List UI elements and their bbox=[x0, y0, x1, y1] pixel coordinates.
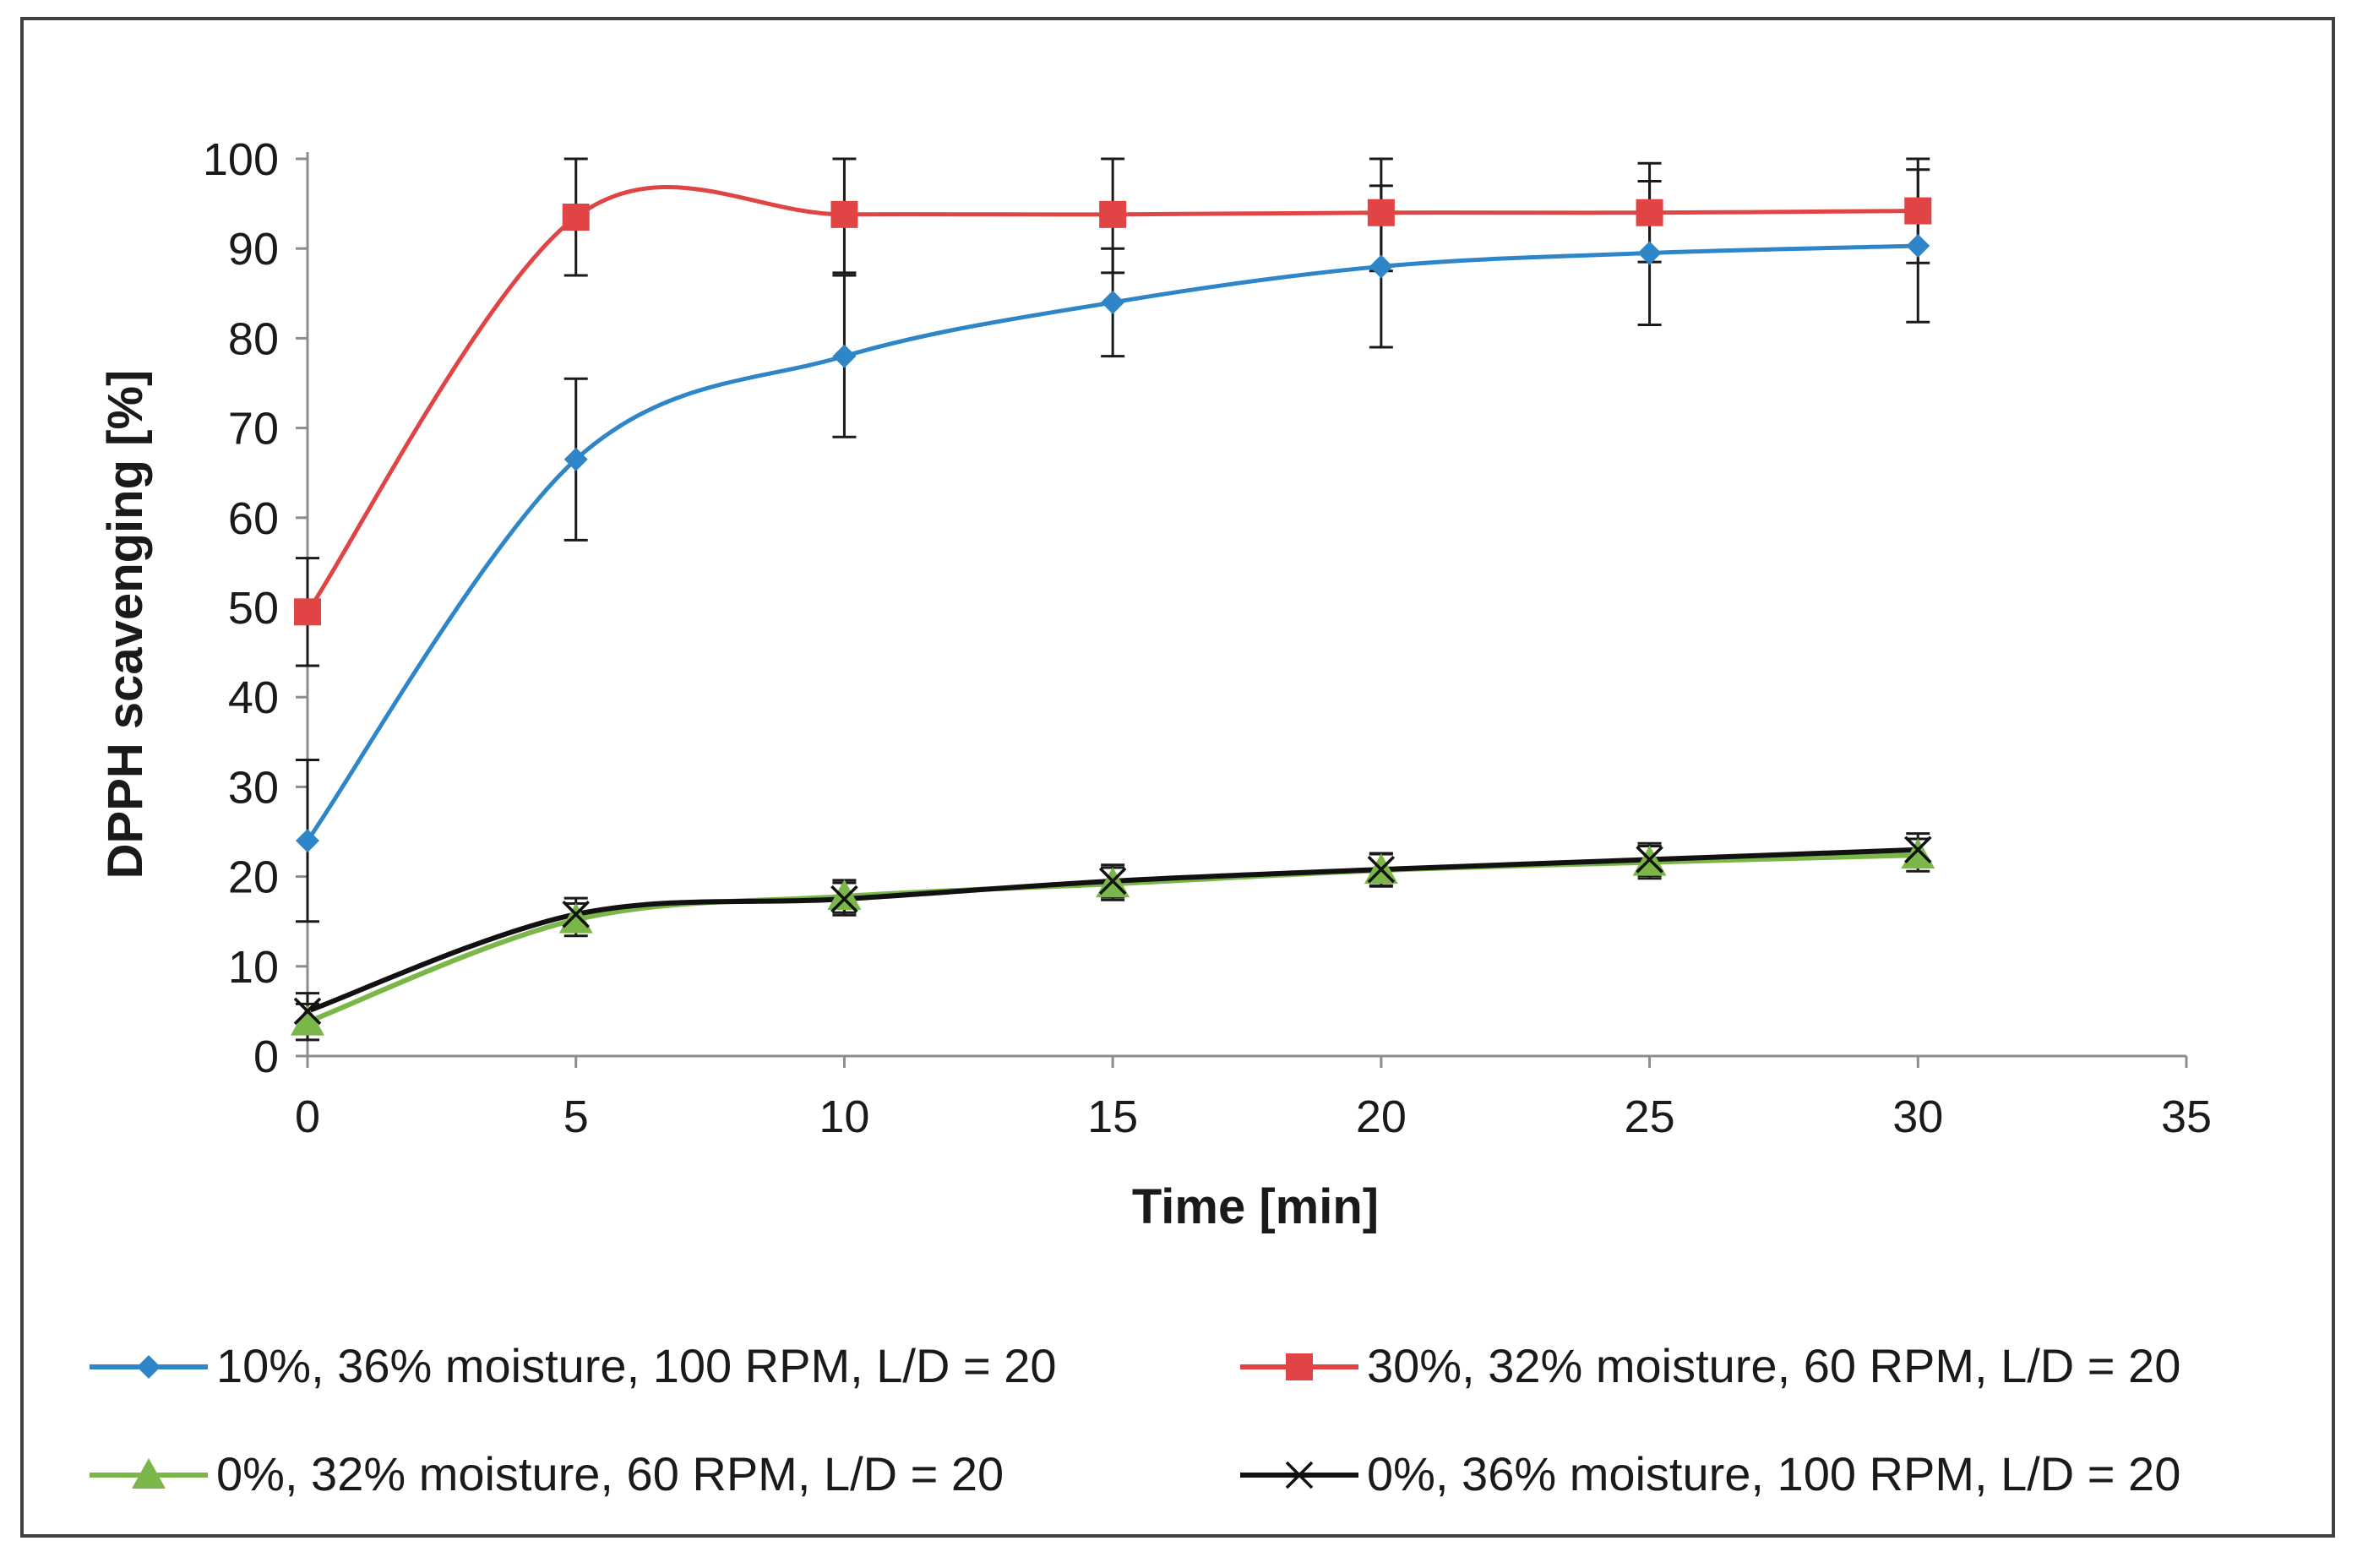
y-tick-label: 100 bbox=[203, 134, 279, 185]
y-tick-label: 80 bbox=[228, 313, 279, 364]
data-point-diamond bbox=[1101, 290, 1125, 314]
data-point-square bbox=[294, 598, 321, 626]
axes: 0 10 20 30 40 50 60 70 80 90 100 0 5 10 15 20 25 30 35 bbox=[203, 134, 2212, 1142]
data-point-x bbox=[1904, 836, 1932, 863]
legend-label: 0%, 32% moisture, 60 RPM, L/D = 20 bbox=[216, 1447, 1004, 1500]
data-point-square bbox=[1636, 199, 1663, 226]
data-point-square bbox=[1286, 1353, 1313, 1380]
data-point-diamond bbox=[1906, 234, 1930, 259]
data-point-square bbox=[1099, 200, 1127, 228]
legend-entry: 10%, 36% moisture, 100 RPM, L/D = 20 bbox=[90, 1339, 1057, 1392]
data-point-x bbox=[1367, 855, 1396, 884]
y-tick-label: 10 bbox=[228, 942, 279, 993]
chart-svg: 0 10 20 30 40 50 60 70 80 90 100 0 5 10 15 20 25 30 35 Tim… bbox=[90, 134, 2212, 1500]
data-point-x-stroke bbox=[1098, 867, 1127, 896]
data-point-diamond bbox=[563, 447, 588, 471]
data-point-x-stroke bbox=[1367, 855, 1396, 884]
data-point-x-stroke bbox=[1904, 836, 1932, 863]
data-point-diamond bbox=[137, 1355, 161, 1379]
legend-entry: 0%, 32% moisture, 60 RPM, L/D = 20 bbox=[90, 1447, 1004, 1500]
x-tick-label: 15 bbox=[1087, 1092, 1138, 1142]
x-axis-title: Time [min] bbox=[1132, 1179, 1379, 1234]
y-tick-label: 90 bbox=[228, 224, 279, 275]
data-point-x bbox=[1285, 1461, 1314, 1489]
x-tick-label: 25 bbox=[1625, 1092, 1675, 1142]
y-tick-label: 20 bbox=[228, 852, 279, 903]
legend-label: 0%, 36% moisture, 100 RPM, L/D = 20 bbox=[1367, 1447, 2180, 1500]
x-tick-label: 5 bbox=[563, 1092, 589, 1142]
x-tick-label: 30 bbox=[1892, 1092, 1943, 1142]
data-point-triangle bbox=[1901, 838, 1935, 869]
data-point-triangle bbox=[827, 879, 862, 910]
x-tick-label: 20 bbox=[1356, 1092, 1407, 1142]
data-point-square bbox=[1367, 199, 1395, 226]
x-tick-label: 10 bbox=[819, 1092, 869, 1142]
data-point-x-stroke bbox=[830, 885, 858, 913]
data-point-square bbox=[562, 204, 590, 231]
y-axis-title: DPPH scavenging [%] bbox=[98, 370, 153, 879]
data-point-x bbox=[293, 997, 322, 1026]
data-point-triangle bbox=[558, 902, 593, 934]
data-point-x bbox=[562, 900, 590, 928]
legend: 10%, 36% moisture, 100 RPM, L/D = 20 30%,… bbox=[90, 1339, 2180, 1500]
data-point-triangle bbox=[291, 1004, 324, 1036]
y-tick-label: 70 bbox=[228, 404, 279, 455]
x-tick-label: 0 bbox=[295, 1092, 320, 1142]
data-point-square bbox=[1904, 197, 1932, 225]
legend-entry: 0%, 36% moisture, 100 RPM, L/D = 20 bbox=[1240, 1447, 2180, 1500]
data-point-x bbox=[1636, 846, 1663, 874]
series-markers bbox=[291, 197, 1935, 1036]
y-tick-label: 60 bbox=[228, 493, 279, 544]
y-tick-label: 50 bbox=[228, 583, 279, 634]
data-point-x bbox=[1098, 867, 1127, 896]
legend-label: 30%, 32% moisture, 60 RPM, L/D = 20 bbox=[1367, 1339, 2180, 1392]
data-point-x-stroke bbox=[562, 900, 590, 928]
y-tick-label: 0 bbox=[253, 1032, 279, 1082]
data-point-square bbox=[830, 200, 858, 228]
data-point-diamond bbox=[296, 829, 319, 853]
y-tick-label: 30 bbox=[228, 762, 279, 813]
legend-label: 10%, 36% moisture, 100 RPM, L/D = 20 bbox=[216, 1339, 1057, 1392]
data-point-x bbox=[830, 885, 858, 913]
data-point-x-stroke bbox=[1285, 1461, 1314, 1489]
legend-entry: 30%, 32% moisture, 60 RPM, L/D = 20 bbox=[1240, 1339, 2180, 1392]
data-point-diamond bbox=[832, 344, 857, 368]
chart-frame: 0 10 20 30 40 50 60 70 80 90 100 0 5 10 15 20 25 30 35 Tim… bbox=[20, 17, 2335, 1538]
data-point-triangle bbox=[132, 1458, 166, 1489]
data-point-diamond bbox=[1369, 254, 1393, 279]
data-point-x-stroke bbox=[293, 997, 322, 1026]
y-tick-label: 40 bbox=[228, 672, 279, 723]
data-point-x-stroke bbox=[1636, 846, 1663, 874]
x-tick-label: 35 bbox=[2161, 1092, 2212, 1142]
data-point-diamond bbox=[1637, 241, 1662, 265]
